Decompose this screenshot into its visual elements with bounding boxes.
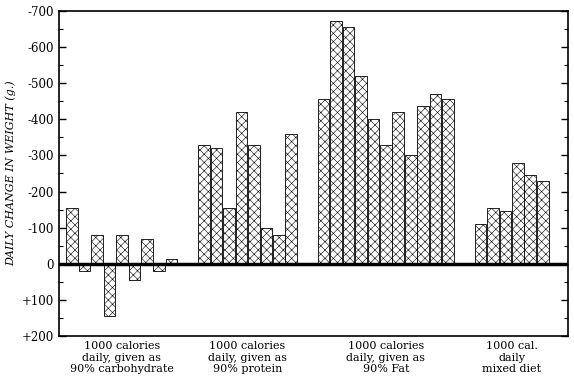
Bar <box>367 119 379 264</box>
Bar <box>430 94 441 264</box>
Bar <box>285 134 297 264</box>
Bar <box>475 224 486 264</box>
Bar <box>443 99 454 264</box>
Bar <box>330 21 342 264</box>
Bar <box>166 258 177 264</box>
Bar <box>525 175 536 264</box>
Bar <box>499 212 511 264</box>
Bar <box>153 264 165 271</box>
Y-axis label: DAILY CHANGE IN WEIGHT (g.): DAILY CHANGE IN WEIGHT (g.) <box>6 81 16 266</box>
Bar <box>487 208 499 264</box>
Bar <box>129 264 140 280</box>
Bar <box>380 144 391 264</box>
Bar <box>116 235 127 264</box>
Bar <box>91 235 103 264</box>
Bar <box>405 155 417 264</box>
Bar <box>393 112 404 264</box>
Bar <box>248 144 259 264</box>
Bar <box>211 148 222 264</box>
Bar <box>343 27 354 264</box>
Bar <box>318 99 329 264</box>
Bar <box>223 208 235 264</box>
Bar <box>235 112 247 264</box>
Bar <box>66 208 78 264</box>
Bar <box>355 76 367 264</box>
Bar <box>273 235 285 264</box>
Bar <box>198 144 210 264</box>
Bar <box>537 181 549 264</box>
Bar <box>512 163 523 264</box>
Bar <box>104 264 115 317</box>
Bar <box>417 106 429 264</box>
Bar <box>141 239 153 264</box>
Bar <box>79 264 90 271</box>
Bar <box>261 228 272 264</box>
